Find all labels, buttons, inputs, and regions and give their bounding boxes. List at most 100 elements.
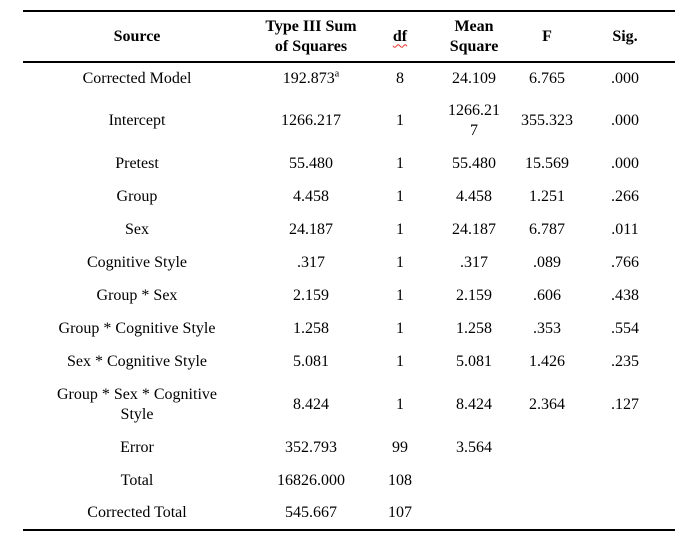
cell-df-value: 1 bbox=[396, 154, 404, 172]
cell-source-value: Cognitive Style bbox=[87, 253, 187, 271]
table-row: Sex 24.187 1 24.187 6.787 .011 bbox=[23, 213, 675, 246]
cell-sig: .127 bbox=[575, 378, 675, 431]
cell-mean-square: 5.081 bbox=[429, 345, 519, 378]
cell-source: Pretest bbox=[23, 147, 251, 180]
cell-sig bbox=[575, 497, 675, 530]
cell-df-value: 108 bbox=[388, 471, 412, 489]
cell-type-iii-sum-of-squares-value: 545.667 bbox=[285, 504, 337, 521]
cell-sig bbox=[575, 464, 675, 497]
table-row: Cognitive Style .317 1 .317 .089 .766 bbox=[23, 246, 675, 279]
col-header-source: Source bbox=[23, 11, 251, 63]
cell-df: 108 bbox=[371, 464, 429, 497]
tests-of-between-subjects-effects-table: Source Type III Sum of Squares df Mean S… bbox=[23, 10, 675, 531]
cell-sig-value: .438 bbox=[611, 286, 639, 304]
cell-type-iii-sum-of-squares-value: 55.480 bbox=[289, 154, 333, 172]
cell-mean-square: 55.480 bbox=[429, 147, 519, 180]
cell-type-iii-sum-of-squares: 2.159 bbox=[251, 279, 371, 312]
cell-sig: .438 bbox=[575, 279, 675, 312]
cell-sig: .266 bbox=[575, 180, 675, 213]
cell-df-value: 1 bbox=[396, 286, 404, 304]
cell-type-iii-sum-of-squares: 8.424 bbox=[251, 378, 371, 431]
cell-source: Corrected Model bbox=[23, 62, 251, 94]
cell-type-iii-sum-of-squares: 4.458 bbox=[251, 180, 371, 213]
col-header-sig: Sig. bbox=[575, 11, 675, 63]
cell-mean-square: 24.109 bbox=[429, 62, 519, 94]
cell-source: Total bbox=[23, 464, 251, 497]
cell-source-value: Group * Sex * Cognitive Style bbox=[57, 385, 217, 423]
cell-df-value: 1 bbox=[396, 220, 404, 238]
cell-df: 1 bbox=[371, 378, 429, 431]
cell-sig-value: .766 bbox=[611, 253, 639, 271]
cell-source: Sex * Cognitive Style bbox=[23, 345, 251, 378]
cell-mean-square: 2.159 bbox=[429, 279, 519, 312]
cell-f-value: 6.765 bbox=[529, 69, 565, 87]
cell-type-iii-sum-of-squares: 545.667 bbox=[251, 497, 371, 530]
cell-sig: .000 bbox=[575, 94, 675, 147]
cell-sig: .766 bbox=[575, 246, 675, 279]
cell-f-value: 15.569 bbox=[525, 154, 569, 172]
cell-type-iii-sum-of-squares-value: .317 bbox=[297, 253, 325, 271]
cell-sig: .000 bbox=[575, 147, 675, 180]
cell-source-value: Pretest bbox=[115, 154, 159, 172]
cell-sig: .011 bbox=[575, 213, 675, 246]
cell-source: Corrected Total bbox=[23, 497, 251, 530]
cell-df-value: 1 bbox=[396, 395, 404, 413]
cell-mean-square: 1266.21 7 bbox=[429, 94, 519, 147]
cell-df-value: 107 bbox=[388, 504, 412, 521]
table-row: Pretest 55.480 1 55.480 15.569 .000 bbox=[23, 147, 675, 180]
table-row: Error 352.793 99 3.564 bbox=[23, 431, 675, 464]
cell-source-value: Group bbox=[116, 187, 158, 205]
cell-sig-value: .000 bbox=[611, 154, 639, 172]
cell-mean-square: 4.458 bbox=[429, 180, 519, 213]
cell-type-iii-sum-of-squares: 5.081 bbox=[251, 345, 371, 378]
cell-f bbox=[519, 497, 575, 530]
cell-source-value: Error bbox=[120, 438, 154, 456]
table-row: Intercept 1266.217 1 1266.21 7 355.323 .000 bbox=[23, 94, 675, 147]
col-header-f-label: F bbox=[542, 27, 552, 45]
cell-source: Error bbox=[23, 431, 251, 464]
cell-f-value: 355.323 bbox=[521, 111, 573, 129]
cell-source: Sex bbox=[23, 213, 251, 246]
cell-f: .089 bbox=[519, 246, 575, 279]
cell-df-value: 1 bbox=[396, 253, 404, 271]
cell-mean-square bbox=[429, 464, 519, 497]
cell-f: .606 bbox=[519, 279, 575, 312]
cell-mean-square-value: 1.258 bbox=[456, 319, 492, 337]
cell-mean-square-value: 1266.21 7 bbox=[448, 101, 500, 139]
cell-f: 2.364 bbox=[519, 378, 575, 431]
col-header-df-label: df bbox=[392, 27, 408, 45]
cell-mean-square: .317 bbox=[429, 246, 519, 279]
cell-df: 1 bbox=[371, 180, 429, 213]
cell-source: Group * Cognitive Style bbox=[23, 312, 251, 345]
cell-type-iii-sum-of-squares: 1266.217 bbox=[251, 94, 371, 147]
cell-df-value: 8 bbox=[396, 69, 404, 87]
cell-mean-square-value: 8.424 bbox=[456, 395, 492, 413]
cell-f: 1.426 bbox=[519, 345, 575, 378]
col-header-sig-label: Sig. bbox=[612, 27, 638, 45]
cell-type-iii-sum-of-squares-value: 2.159 bbox=[293, 286, 329, 304]
cell-mean-square: 3.564 bbox=[429, 431, 519, 464]
cell-type-iii-sum-of-squares: 55.480 bbox=[251, 147, 371, 180]
cell-f-value: 2.364 bbox=[529, 395, 565, 413]
cell-df: 1 bbox=[371, 94, 429, 147]
cell-sig-value: .000 bbox=[611, 111, 639, 129]
cell-sig bbox=[575, 431, 675, 464]
cell-type-iii-sum-of-squares-value: 4.458 bbox=[293, 187, 329, 205]
cell-sig-value: .000 bbox=[611, 69, 639, 87]
cell-df-value: 1 bbox=[396, 352, 404, 370]
cell-type-iii-sum-of-squares-value: 16826.000 bbox=[277, 471, 345, 489]
cell-source-value: Sex bbox=[125, 220, 149, 238]
table-body: Corrected Model 192.873a 8 24.109 6.765.000 I… bbox=[23, 62, 675, 530]
cell-type-iii-sum-of-squares-value: 1266.217 bbox=[281, 111, 341, 129]
table-header: Source Type III Sum of Squares df Mean S… bbox=[23, 11, 675, 63]
cell-f-value: .089 bbox=[533, 253, 561, 271]
cell-sig-value: .235 bbox=[611, 352, 639, 370]
cell-f: .353 bbox=[519, 312, 575, 345]
cell-source: Group * Sex * Cognitive Style bbox=[23, 378, 251, 431]
cell-f-value: 1.426 bbox=[529, 352, 565, 370]
cell-df: 1 bbox=[371, 147, 429, 180]
cell-f-value: .353 bbox=[533, 319, 561, 337]
cell-mean-square: 24.187 bbox=[429, 213, 519, 246]
col-header-mean-square-label: Mean Square bbox=[449, 17, 499, 55]
